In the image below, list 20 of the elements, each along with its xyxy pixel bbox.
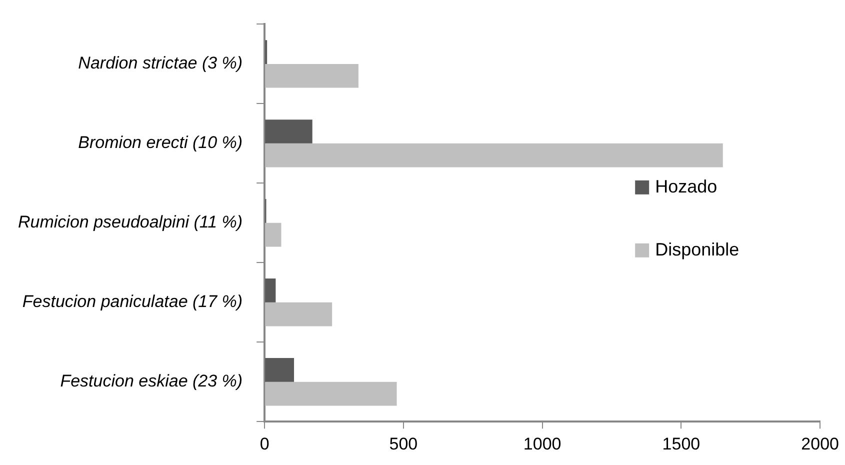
x-tick-label: 500 [389, 434, 418, 454]
bar [265, 222, 282, 247]
bar [265, 382, 397, 406]
legend-label: Hozado [655, 176, 718, 196]
bar [265, 358, 294, 382]
bar [265, 143, 723, 168]
bar [265, 278, 276, 302]
y-tick-label: Rumicion pseudoalpini (11 %) [18, 212, 243, 232]
bar [265, 302, 332, 326]
y-tick-label: Bromion erecti (10 %) [78, 133, 243, 152]
x-tick-label: 0 [260, 434, 270, 454]
y-tick-label: Nardion strictae (3 %) [78, 54, 243, 73]
x-tick-label: 1500 [662, 434, 700, 454]
x-tick-label: 2000 [801, 434, 840, 454]
bar [265, 64, 358, 88]
legend-label: Disponible [655, 239, 740, 260]
y-tick-label: Festucion eskiae (23 %) [60, 372, 243, 391]
bar [265, 120, 312, 144]
x-tick-label: 1000 [523, 434, 562, 454]
y-tick-label: Festucion paniculatae (17 %) [22, 292, 243, 312]
